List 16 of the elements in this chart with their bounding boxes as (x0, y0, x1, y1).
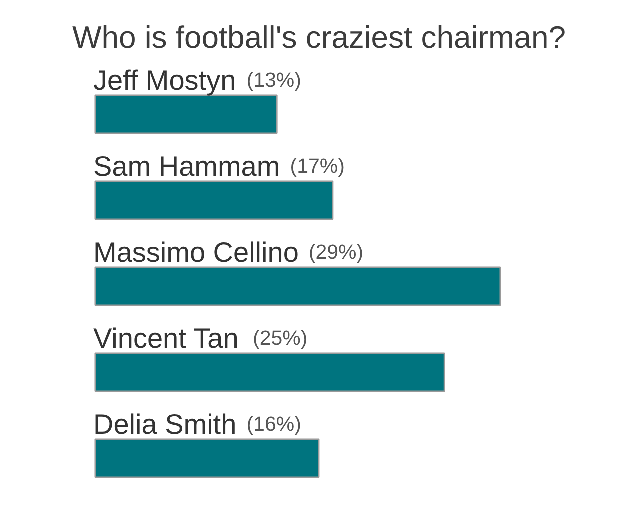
data-label: (29%) (308, 241, 364, 264)
data-label: (17%) (290, 155, 345, 178)
data-label: (13%) (246, 69, 302, 92)
chart-title: Who is football's craziest chairman? (72, 20, 566, 55)
y-tick-label: Delia Smith (94, 409, 237, 440)
bar (94, 94, 278, 134)
bar (94, 266, 502, 306)
y-tick-label: Massimo Cellino (94, 237, 299, 268)
data-label: (25%) (252, 327, 308, 350)
y-tick-label: Sam Hammam (94, 151, 280, 182)
y-tick-label: Vincent Tan (94, 323, 239, 354)
data-label: (16%) (246, 413, 302, 436)
bar (94, 180, 334, 220)
y-tick-label: Jeff Mostyn (94, 65, 236, 96)
bar (94, 352, 446, 392)
bar (94, 438, 320, 478)
